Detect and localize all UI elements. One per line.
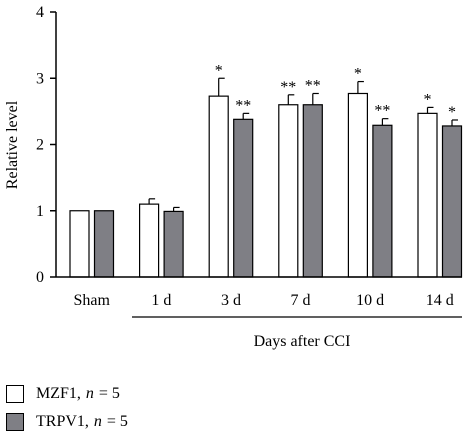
y-tick-label: 0 [36,269,44,286]
x-axis: Sham 1 d 3 d 7 d 10 d 14 d [56,276,462,318]
legend-item-mzf1: MZF1, n = 5 [6,385,120,403]
bar-mzf1-0 [69,210,90,278]
legend-n-symbol: n [85,385,94,402]
y-axis: 0 1 2 3 4 [36,4,57,286]
legend-sep: , [84,413,89,430]
x-tick-label: 3 d [221,292,241,309]
significance-marker: ** [374,103,390,120]
bar-trpv1-0 [93,210,115,278]
significance-marker: ** [235,97,251,114]
legend-sep: , [76,385,81,402]
significance-marker: * [448,104,456,121]
bar-trpv1-5 [441,125,463,278]
legend-swatch-trpv1 [6,413,24,431]
y-axis-title: Relative level [4,100,21,189]
significance-marker: * [424,91,432,108]
bar-mzf1-2 [208,95,229,278]
bar-trpv1-1 [163,210,184,278]
x-tick-label: 14 d [426,292,454,309]
significance-marker: ** [280,79,296,96]
y-tick-label: 3 [36,70,44,87]
x-axis-title: Days after CCI [254,333,351,350]
bar-trpv1-3 [302,104,323,278]
bar-mzf1-4 [347,92,368,278]
x-tick-label: 1 d [151,292,171,309]
y-tick-label: 4 [36,4,44,21]
bar-mzf1-1 [139,203,160,278]
significance-marker: * [354,66,362,83]
legend-label: TRPV1 [36,413,85,430]
legend-label: MZF1 [36,385,77,402]
x-tick-label: Sham [74,292,111,309]
legend-item-trpv1: TRPV1, n = 5 [6,413,128,431]
legend-n-value: = 5 [98,385,120,402]
bar-trpv1-4 [372,124,393,278]
bar-trpv1-2 [233,118,254,278]
x-tick-label: 10 d [356,292,384,309]
y-tick-label: 2 [36,137,44,154]
bar-mzf1-5 [417,112,438,278]
legend-n-value: = 5 [106,413,128,430]
significance-marker: * [215,62,223,79]
bars: ***** ******* [69,62,463,278]
legend-swatch-mzf1 [6,385,24,403]
x-tick-label: 7 d [291,292,311,309]
y-tick-label: 1 [36,203,44,220]
legend-n-symbol: n [93,413,102,430]
significance-marker: ** [305,77,321,94]
bar-mzf1-3 [278,104,299,278]
